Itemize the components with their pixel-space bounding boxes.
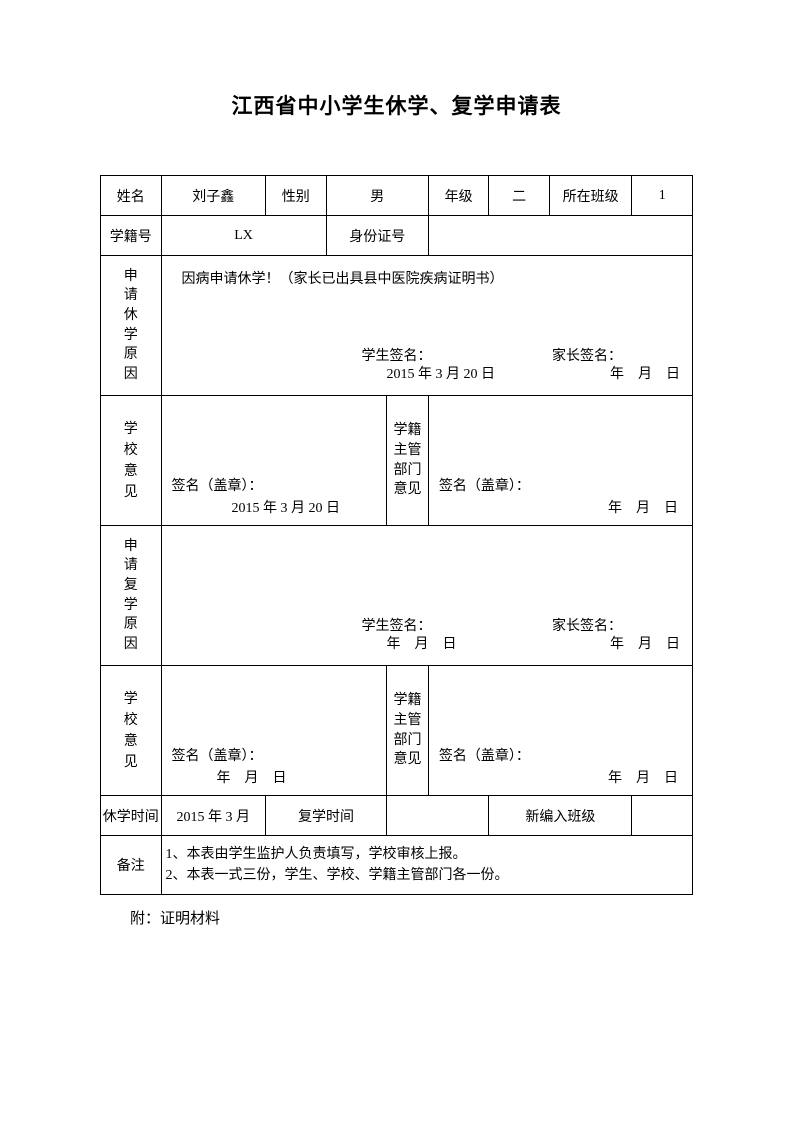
return-reason-cell: 学生签名： 家长签名： 年 月 日 年 月 日 xyxy=(161,526,692,666)
table-row: 申请复学原因 学生签名： 家长签名： 年 月 日 年 月 日 xyxy=(101,526,693,666)
table-row: 备注 1、本表由学生监护人负责填写，学校审核上报。 2、本表一式三份，学生、学校… xyxy=(101,836,693,895)
table-row: 休学时间 2015 年 3 月 复学时间 新编入班级 xyxy=(101,796,693,836)
grade-value: 二 xyxy=(489,176,550,216)
dept-signature-label: 签名（盖章）： xyxy=(439,475,682,495)
table-row: 申请休学原因 因病申请休学！（家长已出具县中医院疾病证明书） 学生签名： 家长签… xyxy=(101,256,693,396)
school-opinion-cell: 签名（盖章）： 2015 年 3 月 20 日 xyxy=(161,396,387,526)
notes-line-1: 1、本表由学生监护人负责填写，学校审核上报。 xyxy=(166,844,688,865)
school-opinion-label-text-2: 学校意见 xyxy=(124,689,138,773)
school-opinion-label: 学校意见 xyxy=(101,396,162,526)
parent-date-2: 年 月 日 xyxy=(610,633,680,653)
school-date-2: 年 月 日 xyxy=(172,767,377,787)
student-date: 2015 年 3 月 20 日 xyxy=(387,363,496,383)
dept-opinion-label-text-2: 学籍主管部门意见 xyxy=(393,691,421,769)
student-id-label: 学籍号 xyxy=(101,216,162,256)
student-date-2: 年 月 日 xyxy=(387,633,457,653)
notes-cell: 1、本表由学生监护人负责填写，学校审核上报。 2、本表一式三份，学生、学校、学籍… xyxy=(161,836,692,895)
dept-opinion-label-text: 学籍主管部门意见 xyxy=(393,421,421,499)
table-row: 学校意见 签名（盖章）： 2015 年 3 月 20 日 学籍主管部门意见 签名… xyxy=(101,396,693,526)
leave-time-value: 2015 年 3 月 xyxy=(161,796,266,836)
parent-date: 年 月 日 xyxy=(610,363,680,383)
grade-label: 年级 xyxy=(428,176,489,216)
school-signature-label-2: 签名（盖章）： xyxy=(172,745,377,765)
leave-reason-text: 因病申请休学！（家长已出具县中医院疾病证明书） xyxy=(182,268,682,288)
attachment-text: 附：证明材料 xyxy=(100,907,693,928)
name-value: 刘子鑫 xyxy=(161,176,266,216)
table-row: 姓名 刘子鑫 性别 男 年级 二 所在班级 1 xyxy=(101,176,693,216)
dept-opinion-cell: 签名（盖章）： 年 月 日 xyxy=(428,396,692,526)
dept-opinion-label-2: 学籍主管部门意见 xyxy=(387,666,429,796)
id-card-value xyxy=(428,216,692,256)
dept-date-2: 年 月 日 xyxy=(439,767,682,787)
school-opinion-cell-2: 签名（盖章）： 年 月 日 xyxy=(161,666,387,796)
table-row: 学籍号 LX 身份证号 xyxy=(101,216,693,256)
dept-opinion-label: 学籍主管部门意见 xyxy=(387,396,429,526)
return-time-value xyxy=(387,796,489,836)
page-title: 江西省中小学生休学、复学申请表 xyxy=(100,90,693,120)
application-form-table: 姓名 刘子鑫 性别 男 年级 二 所在班级 1 学籍号 LX 身份证号 申请休学… xyxy=(100,175,693,895)
dept-date: 年 月 日 xyxy=(439,497,682,517)
name-label: 姓名 xyxy=(101,176,162,216)
dept-signature-label-2: 签名（盖章）： xyxy=(439,745,682,765)
new-class-value xyxy=(632,796,693,836)
notes-line-2: 2、本表一式三份，学生、学校、学籍主管部门各一份。 xyxy=(166,865,688,886)
school-signature-label: 签名（盖章）： xyxy=(172,475,377,495)
gender-value: 男 xyxy=(326,176,428,216)
student-signature-label: 学生签名： xyxy=(362,345,432,365)
class-value: 1 xyxy=(632,176,693,216)
class-label: 所在班级 xyxy=(549,176,632,216)
new-class-label: 新编入班级 xyxy=(489,796,632,836)
return-reason-label: 申请复学原因 xyxy=(101,526,162,666)
leave-reason-cell: 因病申请休学！（家长已出具县中医院疾病证明书） 学生签名： 家长签名： 2015… xyxy=(161,256,692,396)
parent-signature-label: 家长签名： xyxy=(552,345,622,365)
leave-reason-label-text: 申请休学原因 xyxy=(124,267,138,385)
leave-time-label: 休学时间 xyxy=(101,796,162,836)
student-id-value: LX xyxy=(161,216,326,256)
leave-reason-label: 申请休学原因 xyxy=(101,256,162,396)
return-time-label: 复学时间 xyxy=(266,796,387,836)
table-row: 学校意见 签名（盖章）： 年 月 日 学籍主管部门意见 签名（盖章）： 年 月 … xyxy=(101,666,693,796)
student-signature-label-2: 学生签名： xyxy=(362,615,432,635)
id-card-label: 身份证号 xyxy=(326,216,428,256)
parent-signature-label-2: 家长签名： xyxy=(552,615,622,635)
gender-label: 性别 xyxy=(266,176,327,216)
dept-opinion-cell-2: 签名（盖章）： 年 月 日 xyxy=(428,666,692,796)
school-opinion-label-text: 学校意见 xyxy=(124,419,138,503)
notes-label: 备注 xyxy=(101,836,162,895)
school-opinion-label-2: 学校意见 xyxy=(101,666,162,796)
school-date: 2015 年 3 月 20 日 xyxy=(172,497,377,517)
return-reason-label-text: 申请复学原因 xyxy=(124,537,138,655)
